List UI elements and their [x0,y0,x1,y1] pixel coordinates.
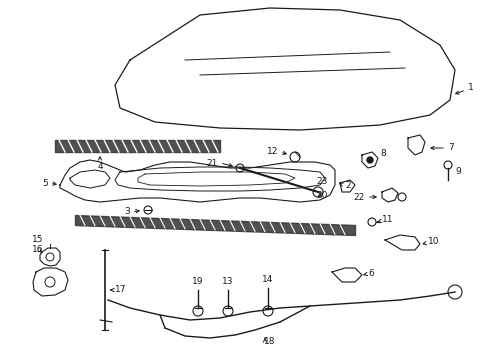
Text: 20: 20 [315,192,326,201]
Text: 6: 6 [367,270,373,279]
Text: 23: 23 [316,177,327,186]
Text: 14: 14 [262,275,273,284]
Text: 13: 13 [222,278,233,287]
Text: 3: 3 [124,207,130,216]
Text: 4: 4 [97,162,102,171]
Text: 21: 21 [206,158,218,167]
Text: 22: 22 [353,193,364,202]
Text: 8: 8 [379,148,385,158]
Text: 19: 19 [192,278,203,287]
Text: 9: 9 [454,167,460,176]
Text: 15: 15 [32,235,43,244]
Text: 11: 11 [381,216,393,225]
Text: 12: 12 [266,148,278,157]
Text: 7: 7 [447,144,453,153]
Text: 1: 1 [467,84,473,93]
Text: 16: 16 [32,246,43,255]
Text: 2: 2 [345,180,350,189]
Text: 5: 5 [42,179,48,188]
Circle shape [366,157,372,163]
Text: 18: 18 [264,338,275,346]
Text: 10: 10 [427,238,439,247]
Text: 17: 17 [115,285,126,294]
